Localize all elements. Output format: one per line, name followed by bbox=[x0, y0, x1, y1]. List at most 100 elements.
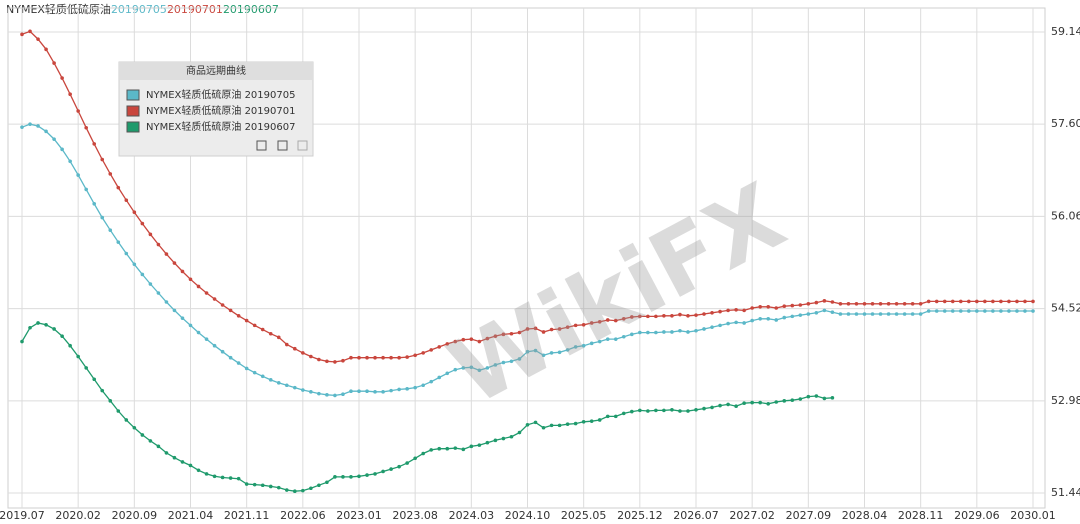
legend-button[interactable] bbox=[256, 140, 267, 151]
data-point bbox=[260, 327, 265, 332]
data-point bbox=[373, 472, 377, 476]
data-point bbox=[670, 330, 674, 334]
data-point bbox=[68, 343, 72, 348]
data-point bbox=[975, 299, 979, 304]
data-point bbox=[365, 355, 369, 360]
data-point bbox=[589, 341, 594, 346]
x-tick-label: 2029.06 bbox=[954, 509, 1000, 522]
legend-button[interactable] bbox=[277, 140, 288, 151]
data-point bbox=[84, 366, 88, 370]
data-point bbox=[621, 316, 626, 321]
data-point bbox=[549, 327, 554, 332]
data-point bbox=[453, 367, 458, 372]
data-point bbox=[1023, 299, 1027, 304]
data-point bbox=[814, 310, 819, 315]
data-point bbox=[926, 299, 931, 304]
data-point bbox=[405, 355, 409, 359]
data-point bbox=[814, 394, 819, 398]
data-point bbox=[814, 300, 819, 305]
data-point bbox=[204, 337, 209, 341]
data-point bbox=[124, 418, 129, 422]
data-point bbox=[654, 408, 658, 413]
data-point bbox=[276, 335, 281, 340]
data-point bbox=[694, 407, 698, 412]
plot-border bbox=[7, 7, 1046, 509]
data-point bbox=[654, 330, 658, 335]
data-point bbox=[630, 332, 634, 337]
data-point bbox=[1031, 309, 1035, 313]
data-point bbox=[405, 387, 409, 391]
data-point bbox=[854, 312, 859, 316]
data-point bbox=[116, 185, 121, 190]
data-point bbox=[718, 323, 722, 328]
data-point bbox=[742, 308, 746, 313]
data-point bbox=[662, 408, 666, 413]
data-point bbox=[525, 422, 530, 427]
data-point bbox=[605, 318, 610, 322]
data-point bbox=[293, 346, 297, 351]
legend-button[interactable] bbox=[297, 140, 308, 151]
data-point bbox=[469, 337, 474, 341]
data-point bbox=[934, 309, 939, 313]
data-point bbox=[638, 314, 642, 319]
data-point bbox=[28, 29, 32, 34]
data-point bbox=[967, 309, 971, 313]
legend-swatch bbox=[126, 105, 140, 117]
data-point bbox=[36, 37, 40, 41]
data-point bbox=[429, 348, 434, 352]
data-point bbox=[276, 381, 281, 385]
y-tick-label: 51.44 bbox=[1051, 486, 1080, 499]
data-point bbox=[734, 307, 738, 312]
data-point bbox=[132, 262, 137, 267]
data-point bbox=[605, 337, 610, 341]
data-point bbox=[589, 419, 594, 423]
data-point bbox=[983, 299, 987, 304]
data-point bbox=[413, 353, 417, 358]
data-point bbox=[156, 444, 161, 449]
data-point bbox=[557, 350, 562, 355]
data-point bbox=[902, 302, 907, 306]
title-date: 20190705 bbox=[111, 3, 167, 16]
data-point bbox=[429, 448, 434, 452]
data-point bbox=[341, 475, 345, 479]
data-point bbox=[357, 355, 361, 360]
data-point bbox=[581, 322, 586, 327]
data-point bbox=[309, 390, 313, 394]
data-point bbox=[204, 291, 209, 295]
data-point bbox=[405, 461, 409, 465]
data-point bbox=[822, 308, 827, 313]
x-tick-label: 2028.11 bbox=[898, 509, 944, 522]
data-point bbox=[92, 377, 97, 382]
data-point bbox=[52, 137, 56, 141]
data-point bbox=[341, 392, 345, 397]
data-point bbox=[284, 488, 289, 492]
data-point bbox=[838, 312, 843, 316]
data-point bbox=[284, 383, 289, 388]
data-point bbox=[172, 261, 177, 265]
data-point bbox=[1007, 309, 1011, 313]
legend-title: 商品远期曲线 bbox=[186, 64, 246, 77]
y-tick-label: 59.14 bbox=[1051, 25, 1080, 38]
data-point bbox=[309, 486, 313, 491]
data-point bbox=[734, 320, 738, 325]
data-point bbox=[646, 314, 650, 319]
data-point bbox=[461, 337, 466, 342]
data-point bbox=[846, 302, 851, 306]
data-point bbox=[116, 409, 121, 413]
data-point bbox=[902, 312, 907, 316]
data-point bbox=[373, 390, 377, 394]
data-point bbox=[68, 159, 72, 164]
x-tick-label: 2021.11 bbox=[224, 509, 270, 522]
data-point bbox=[188, 277, 193, 282]
x-tick-label: 2025.12 bbox=[617, 509, 663, 522]
data-point bbox=[453, 446, 458, 450]
data-point bbox=[638, 330, 642, 335]
data-point bbox=[678, 409, 682, 413]
data-point bbox=[477, 443, 482, 447]
data-point bbox=[132, 210, 137, 214]
data-point bbox=[204, 472, 209, 476]
data-point bbox=[517, 430, 522, 435]
data-point bbox=[68, 92, 72, 97]
data-point bbox=[188, 323, 193, 328]
data-point bbox=[613, 414, 618, 419]
